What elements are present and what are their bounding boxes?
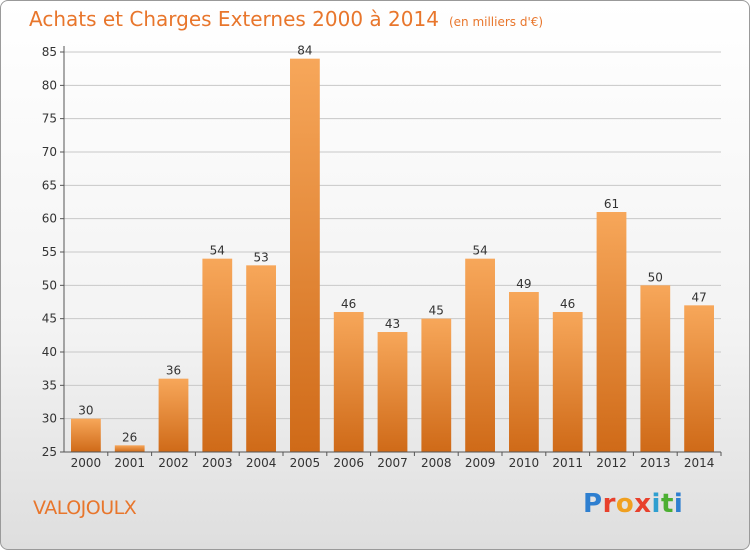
bar-2003 — [202, 258, 233, 452]
data-label-2012: 61 — [604, 197, 619, 211]
data-label-2011: 46 — [560, 297, 575, 311]
x-tick-label: 2004 — [246, 456, 277, 470]
bar-2009 — [465, 258, 495, 452]
y-tick-label: 25 — [42, 445, 57, 459]
x-tick-label: 2000 — [71, 456, 102, 470]
logo-letter: i — [673, 489, 684, 519]
x-tick-label: 2014 — [684, 456, 715, 470]
commune-name: VALOJOULX — [33, 497, 137, 519]
data-label-2014: 47 — [691, 290, 706, 304]
logo-letter: o — [615, 489, 635, 519]
x-tick-label: 2013 — [640, 456, 671, 470]
data-label-2006: 46 — [341, 297, 356, 311]
bar-2004 — [246, 265, 276, 452]
chart-unit: (en milliers d'€) — [448, 15, 544, 29]
bar-2000 — [71, 418, 101, 452]
bar-2005 — [290, 58, 320, 453]
data-label-2009: 54 — [472, 244, 487, 258]
logo-letter: t — [660, 489, 674, 519]
logo-letter: x — [634, 489, 652, 519]
y-tick-label: 80 — [42, 78, 57, 92]
data-label-2010: 49 — [516, 277, 531, 291]
x-tick-label: 2001 — [114, 456, 145, 470]
data-label-2013: 50 — [648, 270, 663, 284]
data-label-2008: 45 — [429, 304, 444, 318]
bar-2007 — [377, 332, 408, 452]
chart-title-text: Achats et Charges Externes 2000 à 2014 — [29, 7, 439, 31]
bar-2002 — [158, 378, 189, 452]
data-label-2001: 26 — [122, 430, 137, 444]
data-label-2007: 43 — [385, 317, 400, 331]
proxiti-logo[interactable]: Proxiti — [583, 489, 683, 519]
data-label-2005: 84 — [297, 44, 312, 58]
bar-2006 — [333, 312, 364, 452]
x-tick-label: 2002 — [158, 456, 189, 470]
x-tick-label: 2007 — [377, 456, 408, 470]
bar-2012 — [596, 212, 627, 452]
y-tick-label: 50 — [42, 278, 57, 292]
logo-letter: r — [602, 489, 616, 519]
y-tick-label: 30 — [42, 412, 57, 426]
x-tick-label: 2012 — [596, 456, 627, 470]
y-tick-label: 60 — [42, 212, 57, 226]
x-tick-label: 2011 — [552, 456, 583, 470]
bar-2014 — [684, 305, 714, 452]
x-tick-label: 2008 — [421, 456, 452, 470]
y-tick-label: 55 — [42, 245, 57, 259]
data-label-2004: 53 — [253, 250, 268, 264]
data-label-2002: 36 — [166, 364, 181, 378]
y-tick-label: 45 — [42, 312, 57, 326]
y-tick-label: 70 — [42, 145, 57, 159]
bar-2010 — [509, 292, 539, 452]
x-tick-label: 2005 — [290, 456, 321, 470]
chart-title: Achats et Charges Externes 2000 à 2014 (e… — [29, 7, 543, 31]
bar-2008 — [421, 318, 452, 452]
bar-2011 — [552, 312, 583, 452]
y-tick-label: 65 — [42, 178, 57, 192]
y-tick-label: 40 — [42, 345, 57, 359]
y-tick-label: 35 — [42, 378, 57, 392]
x-tick-label: 2009 — [465, 456, 496, 470]
logo-letter: i — [651, 489, 661, 519]
logo-letter: P — [583, 489, 603, 519]
x-tick-label: 2010 — [509, 456, 540, 470]
bar-2001 — [114, 445, 145, 452]
y-tick-label: 85 — [42, 45, 57, 59]
x-tick-label: 2006 — [333, 456, 364, 470]
data-label-2003: 54 — [210, 244, 225, 258]
y-tick-label: 75 — [42, 112, 57, 126]
data-label-2000: 30 — [78, 404, 93, 418]
bar-2013 — [640, 285, 671, 452]
x-tick-label: 2003 — [202, 456, 233, 470]
